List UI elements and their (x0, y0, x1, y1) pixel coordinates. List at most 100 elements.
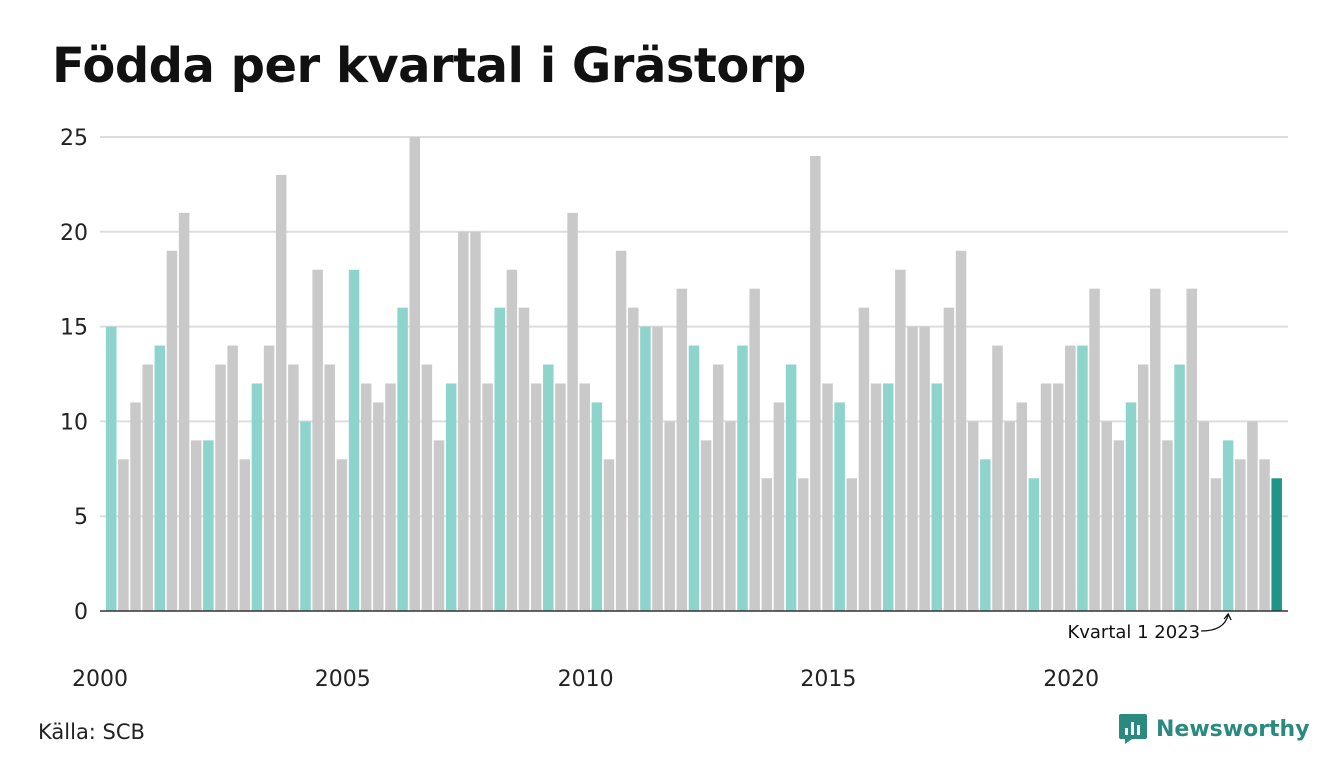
bar (166, 250, 178, 611)
bar (640, 326, 651, 611)
bar (1247, 421, 1258, 611)
bar (1077, 345, 1088, 611)
bar (458, 231, 469, 612)
bar (106, 326, 117, 611)
bar (810, 155, 821, 611)
bar (567, 212, 578, 611)
annotation: Kvartal 1 2023 (1067, 612, 1232, 643)
bar (482, 383, 493, 611)
bars (106, 137, 1282, 612)
bar (1210, 478, 1222, 611)
bar (713, 364, 724, 611)
bar (397, 307, 408, 611)
bar (251, 383, 263, 611)
bar (421, 364, 433, 611)
bar (1222, 440, 1234, 611)
bar (178, 212, 190, 611)
bar (118, 459, 129, 611)
bar (543, 364, 554, 611)
bar (130, 402, 141, 611)
brand-logo: Newsworthy (1118, 713, 1310, 745)
bar (1137, 364, 1149, 611)
bar (1162, 440, 1173, 611)
bar (967, 421, 979, 611)
bar (215, 364, 226, 611)
bar (700, 440, 712, 611)
bar (409, 137, 420, 611)
bar (373, 402, 384, 611)
bar (579, 383, 590, 611)
y-tick-labels: 0 5 10 15 20 25 (60, 126, 88, 625)
bar (992, 345, 1003, 611)
bar (1040, 383, 1052, 611)
bar (324, 364, 336, 611)
bar (312, 269, 323, 611)
bar (822, 383, 833, 611)
bar (1186, 288, 1197, 611)
source-note: Källa: SCB (38, 720, 145, 744)
bar (773, 402, 785, 611)
y-tick-label: 0 (74, 600, 88, 625)
bar (628, 307, 639, 611)
x-tick-label: 2005 (315, 667, 371, 692)
bar (1065, 345, 1076, 611)
bar (227, 345, 238, 611)
bar (919, 326, 930, 611)
bar (1271, 478, 1282, 611)
bar (555, 383, 566, 611)
bar (142, 364, 153, 611)
bar (203, 440, 214, 611)
bar (1235, 459, 1246, 611)
x-tick-labels: 2000 2005 2010 2015 2020 (72, 667, 1099, 692)
newsworthy-logo-icon (1119, 714, 1147, 744)
bar (348, 269, 360, 611)
bar (433, 440, 445, 611)
bar (676, 288, 688, 611)
bar (785, 364, 797, 611)
bar (1028, 478, 1040, 611)
bar (603, 459, 615, 611)
brand-name: Newsworthy (1156, 716, 1310, 742)
bar (275, 174, 287, 612)
bar (360, 383, 372, 611)
bar (870, 383, 882, 611)
bar (980, 459, 991, 611)
chart-title: Födda per kvartal i Grästorp (52, 38, 806, 94)
y-tick-label: 25 (60, 126, 88, 151)
bar (858, 307, 870, 611)
bar (445, 383, 457, 611)
bar (1198, 421, 1210, 611)
bar (239, 459, 251, 611)
x-tick-label: 2015 (800, 667, 856, 692)
bar (955, 250, 967, 611)
bar (846, 478, 858, 611)
bar (1101, 421, 1112, 611)
bar (530, 383, 542, 611)
bar (1125, 402, 1137, 611)
bar (615, 250, 627, 611)
bar (1016, 402, 1027, 611)
bar (737, 345, 748, 611)
y-tick-label: 5 (74, 505, 88, 530)
bar (664, 421, 675, 611)
bar (1259, 459, 1270, 611)
bar (895, 269, 906, 611)
bar (652, 326, 663, 611)
bar (190, 440, 202, 611)
y-tick-label: 15 (60, 316, 88, 341)
bar (1004, 421, 1015, 611)
x-tick-label: 2020 (1043, 667, 1099, 692)
x-tick-label: 2000 (72, 667, 128, 692)
bar (591, 402, 603, 611)
bar (1089, 288, 1100, 611)
bar (725, 421, 736, 611)
bar (494, 307, 505, 611)
bar (688, 345, 700, 611)
annotation-arrow (1201, 612, 1232, 632)
bar (385, 383, 396, 611)
bar (1113, 440, 1125, 611)
bar (882, 383, 894, 611)
bar (749, 288, 760, 611)
bar (761, 478, 773, 611)
